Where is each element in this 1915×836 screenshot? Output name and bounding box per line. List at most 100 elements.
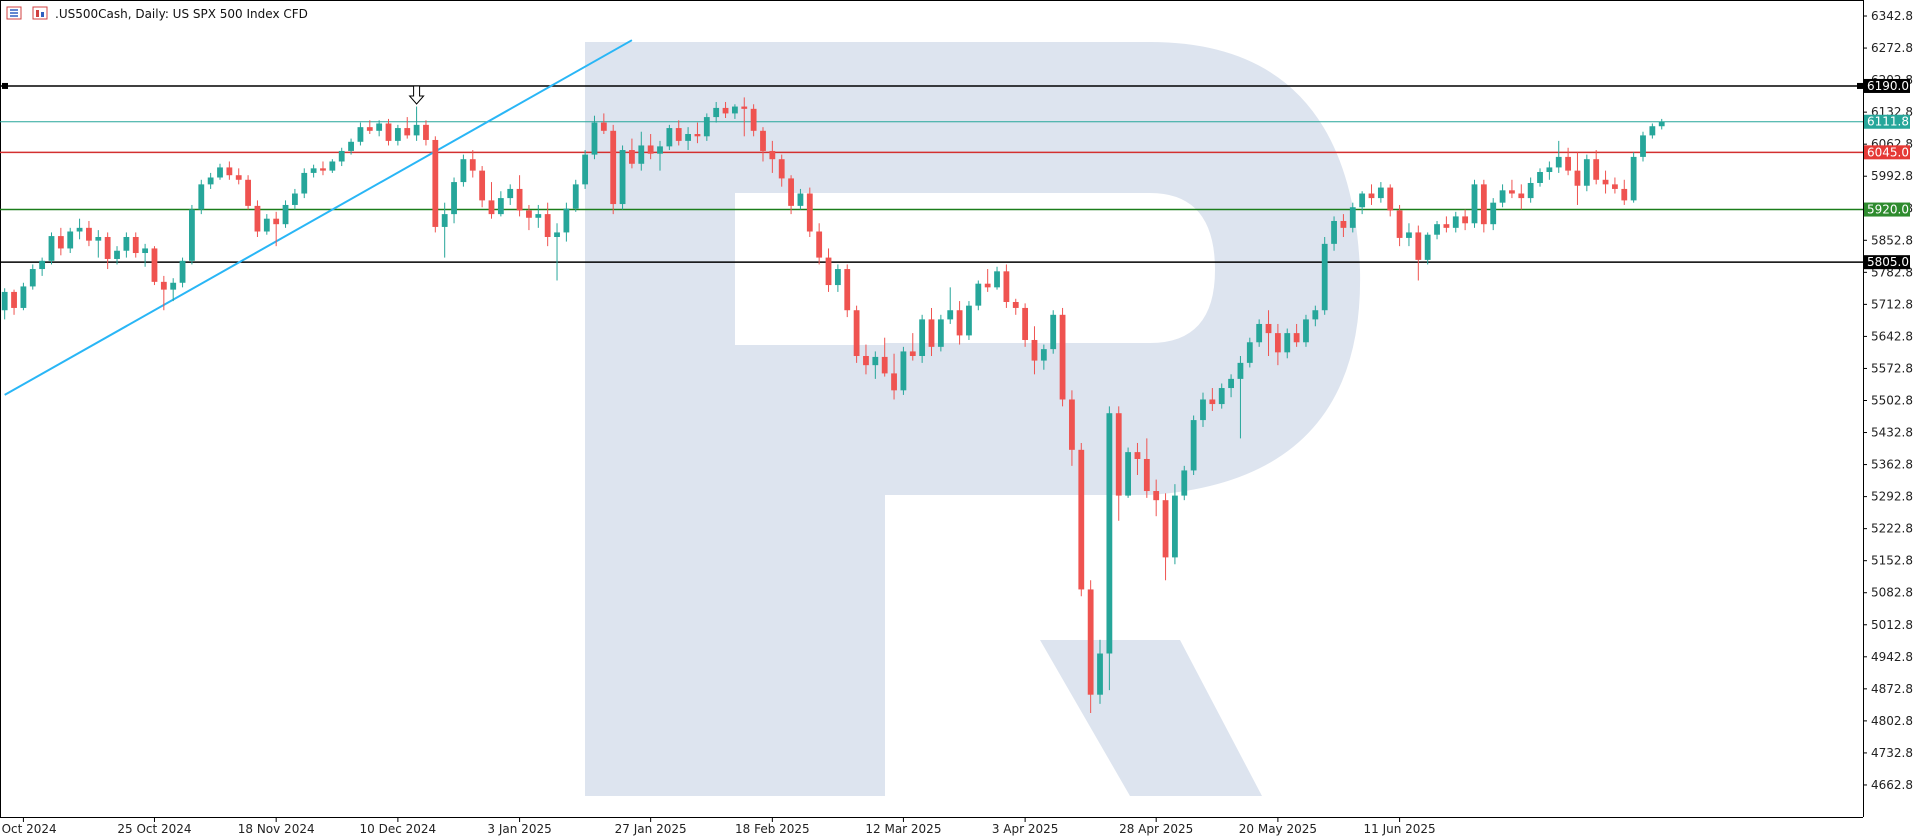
candle	[320, 161, 326, 176]
level-lines	[0, 82, 1863, 263]
candle-body	[675, 128, 682, 141]
candle	[1658, 118, 1665, 130]
y-tick-label: 5222.8	[1871, 522, 1913, 536]
candle-body	[338, 150, 345, 162]
candle	[1256, 319, 1263, 347]
candle	[1331, 216, 1337, 251]
candle-body	[1658, 121, 1665, 127]
candle	[1537, 168, 1543, 187]
candle-body	[357, 127, 364, 142]
candle	[254, 200, 261, 237]
candle	[151, 246, 158, 286]
candle	[816, 223, 823, 265]
candle	[1574, 152, 1581, 205]
candle-body	[1443, 224, 1450, 228]
watermark-logo	[585, 42, 1361, 797]
candle-body	[526, 210, 532, 218]
candle-body	[20, 286, 27, 308]
candle-body	[132, 236, 139, 254]
y-tick-label: 5082.8	[1871, 586, 1913, 600]
candle-body	[1349, 207, 1356, 228]
price-axis[interactable]: 4662.8 4732.8 4802.8 4872.8 4942.8 5012.8 5082…	[1863, 9, 1913, 792]
candle	[909, 333, 916, 361]
candle-body	[1274, 333, 1281, 353]
candle-body	[488, 200, 495, 215]
candle	[1443, 216, 1450, 233]
candle-body	[722, 107, 729, 114]
candle-body	[1172, 495, 1178, 558]
candle	[1462, 209, 1469, 231]
candle	[872, 351, 879, 379]
level-handle-left[interactable]	[2, 82, 8, 89]
candle-body	[544, 214, 551, 237]
chart-toggle-icon[interactable]	[32, 6, 48, 20]
candle-body	[217, 167, 223, 178]
trendline[interactable]	[4, 39, 633, 396]
candle-body	[825, 257, 832, 286]
candle-body	[320, 168, 326, 171]
candle-body	[1415, 232, 1422, 260]
candle	[1368, 184, 1375, 205]
candle	[600, 113, 607, 135]
candle	[329, 159, 336, 173]
candle-body	[497, 198, 504, 215]
candle-body	[844, 269, 851, 311]
candle-body	[1059, 314, 1066, 400]
candle-body	[67, 231, 74, 249]
candle	[1471, 179, 1478, 228]
candle	[1115, 406, 1122, 521]
candle	[928, 307, 935, 357]
candle	[394, 124, 401, 146]
candle	[132, 232, 139, 258]
candle-body	[937, 319, 944, 347]
candle	[1012, 298, 1019, 315]
level-badge-bg	[1864, 78, 1910, 93]
candle	[423, 120, 429, 146]
candle-body	[572, 184, 579, 209]
candle	[357, 122, 364, 146]
candle-body	[263, 218, 270, 232]
candle-body	[1630, 156, 1637, 201]
candle	[1349, 202, 1356, 233]
candle	[741, 97, 748, 137]
y-tick-label: 5292.8	[1871, 490, 1913, 504]
candle	[1415, 225, 1422, 281]
candle	[1218, 383, 1225, 409]
y-tick-label: 4872.8	[1871, 682, 1913, 696]
candle	[863, 344, 869, 375]
candles-toggle-icon[interactable]	[6, 6, 22, 20]
candle	[1246, 337, 1253, 368]
candle-body	[1527, 182, 1534, 199]
candle-body	[1115, 413, 1122, 496]
candle-body	[160, 281, 167, 290]
level-handle-right[interactable]	[1857, 82, 1863, 89]
candle-body	[1602, 179, 1609, 185]
candle	[563, 202, 570, 242]
time-axis[interactable]: 3 Oct 2024 25 Oct 2024 18 Nov 2024 10 Dec 2…	[0, 817, 1436, 836]
candle	[1509, 179, 1515, 199]
candle	[750, 104, 757, 137]
candle	[544, 202, 551, 247]
candle-body	[376, 123, 383, 131]
candle	[123, 232, 130, 258]
level-badge-label: 5920.0	[1867, 203, 1909, 217]
candle-body	[984, 283, 991, 288]
candle-body	[1406, 232, 1412, 238]
candle-body	[348, 141, 354, 151]
down-arrow-icon[interactable]	[408, 85, 425, 105]
candle	[1274, 323, 1281, 366]
candle-body	[104, 236, 111, 259]
candle	[516, 175, 523, 217]
candle-body	[1583, 159, 1590, 186]
candle-body	[1, 291, 8, 311]
candle	[1087, 580, 1094, 714]
chart-header: .US500Cash, Daily: US SPX 500 Index CFD	[6, 6, 308, 21]
candle-body	[956, 310, 963, 336]
candle-body	[469, 159, 476, 171]
candle-body	[1621, 188, 1628, 201]
candle	[1593, 150, 1600, 185]
candle-body	[1143, 458, 1150, 492]
y-tick-label: 4942.8	[1871, 650, 1913, 664]
